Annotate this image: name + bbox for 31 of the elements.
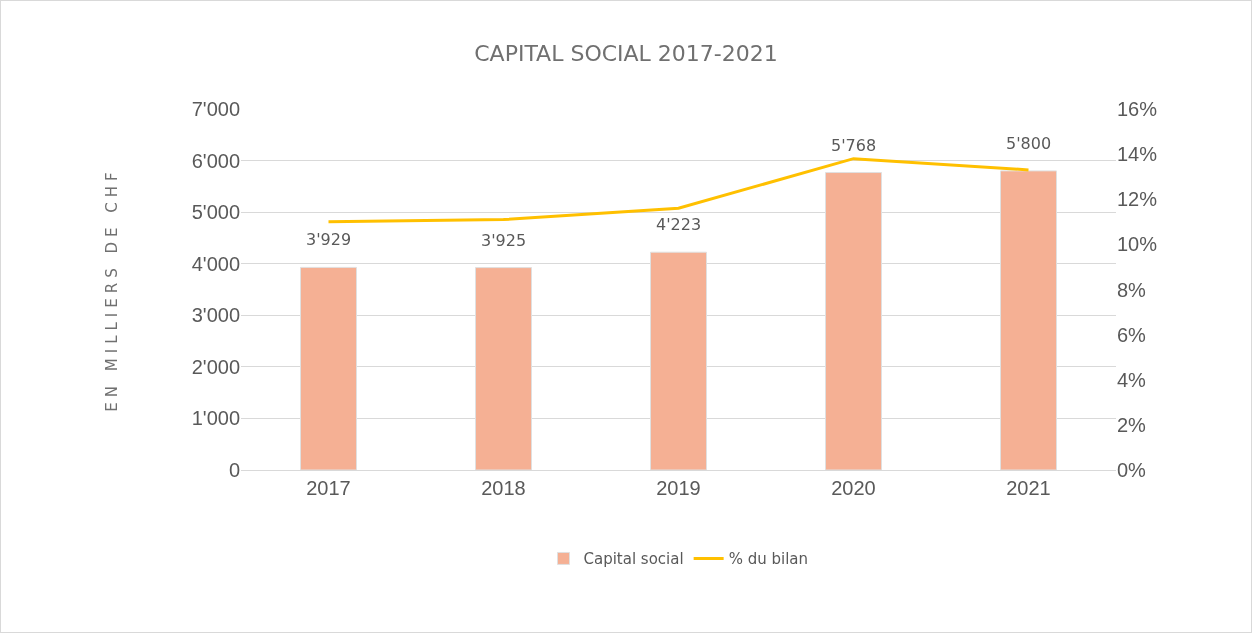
y2-tick-label: 14% [1117,143,1158,166]
y-tick-label: 4'000 [191,252,240,275]
y-axis-title: EN MILLIERS DE CHF [102,167,121,412]
y2-tick-label: 8% [1117,278,1147,301]
y2-tick-label: 4% [1117,368,1147,391]
x-tick-label: 2017 [306,477,351,499]
y2-tick-label: 12% [1117,188,1158,211]
x-tick-label: 2020 [831,477,876,499]
y-tick-label: 7'000 [191,98,240,120]
data-label: 4'223 [656,215,702,234]
data-label: 3'929 [306,230,352,249]
y-tick-label: 6'000 [191,149,240,172]
y2-tick-label: 16% [1117,98,1158,120]
y-tick-label: 2'000 [191,355,240,378]
y-tick-label: 0 [228,459,240,481]
legend-label: Capital social [583,550,684,569]
x-tick-label: 2018 [481,477,526,499]
y2-tick-label: 2% [1117,413,1147,436]
y-tick-label: 3'000 [191,304,240,327]
y2-tick-label: 10% [1117,233,1158,256]
y-tick-label: 5'000 [191,201,240,224]
x-tick-label: 2019 [656,477,701,499]
legend-label: % du bilan [728,550,809,569]
y2-tick-label: 0% [1117,459,1147,481]
data-label: 5'800 [1006,134,1052,153]
chart-title: CAPITAL SOCIAL 2017-2021 [474,40,778,66]
x-tick-label: 2021 [1006,477,1051,499]
data-label: 5'768 [831,136,877,155]
y2-tick-label: 6% [1117,323,1147,346]
data-label: 3'925 [481,231,527,250]
y-tick-label: 1'000 [191,407,240,430]
